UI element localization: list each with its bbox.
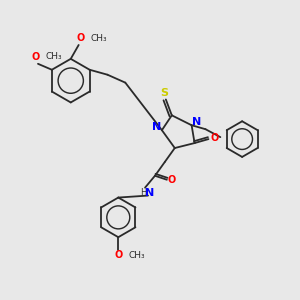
Text: H: H xyxy=(140,188,146,197)
Text: CH₃: CH₃ xyxy=(46,52,62,62)
Text: S: S xyxy=(160,88,168,98)
Text: N: N xyxy=(192,117,201,127)
Text: O: O xyxy=(210,133,218,143)
Text: CH₃: CH₃ xyxy=(91,34,107,43)
Text: O: O xyxy=(32,52,40,62)
Text: N: N xyxy=(152,122,162,132)
Text: O: O xyxy=(76,33,85,43)
Text: O: O xyxy=(168,175,176,185)
Text: CH₃: CH₃ xyxy=(128,250,145,260)
Text: N: N xyxy=(146,188,154,198)
Text: O: O xyxy=(114,250,122,260)
